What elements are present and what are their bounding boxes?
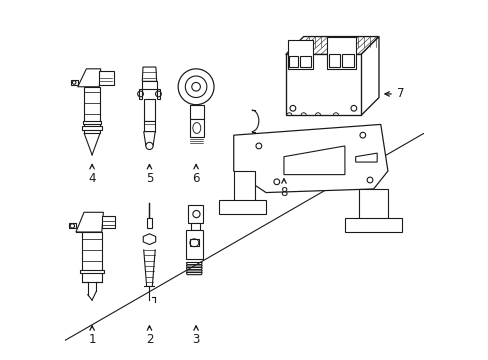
Polygon shape bbox=[360, 37, 378, 116]
Polygon shape bbox=[99, 71, 113, 85]
Polygon shape bbox=[186, 262, 202, 265]
Polygon shape bbox=[143, 234, 155, 244]
Polygon shape bbox=[84, 87, 100, 134]
Text: 3: 3 bbox=[192, 326, 200, 346]
Polygon shape bbox=[186, 267, 202, 270]
Polygon shape bbox=[78, 69, 101, 87]
Polygon shape bbox=[190, 223, 199, 230]
Polygon shape bbox=[287, 40, 312, 69]
Polygon shape bbox=[70, 80, 78, 85]
Polygon shape bbox=[186, 265, 202, 267]
Text: 6: 6 bbox=[192, 165, 200, 185]
Polygon shape bbox=[142, 67, 156, 81]
Polygon shape bbox=[82, 232, 102, 282]
Polygon shape bbox=[190, 239, 198, 246]
Polygon shape bbox=[186, 270, 202, 272]
Polygon shape bbox=[328, 54, 339, 67]
Polygon shape bbox=[142, 81, 156, 89]
Polygon shape bbox=[69, 223, 76, 228]
Circle shape bbox=[191, 82, 200, 91]
Polygon shape bbox=[219, 200, 265, 214]
Polygon shape bbox=[146, 218, 152, 228]
Polygon shape bbox=[139, 89, 142, 99]
Circle shape bbox=[145, 142, 153, 149]
Polygon shape bbox=[83, 121, 101, 125]
Polygon shape bbox=[285, 54, 360, 116]
Text: 7: 7 bbox=[384, 87, 404, 100]
Polygon shape bbox=[156, 89, 160, 99]
Polygon shape bbox=[186, 273, 202, 275]
Polygon shape bbox=[189, 119, 203, 137]
Polygon shape bbox=[285, 37, 378, 54]
Polygon shape bbox=[326, 37, 355, 69]
Polygon shape bbox=[233, 171, 255, 207]
Polygon shape bbox=[300, 56, 310, 67]
Polygon shape bbox=[82, 126, 102, 130]
Text: 2: 2 bbox=[145, 326, 153, 346]
Polygon shape bbox=[355, 153, 376, 162]
Polygon shape bbox=[284, 146, 344, 175]
Circle shape bbox=[185, 76, 206, 98]
Polygon shape bbox=[102, 216, 115, 228]
Polygon shape bbox=[341, 54, 353, 67]
Polygon shape bbox=[233, 125, 387, 193]
Polygon shape bbox=[80, 270, 104, 273]
Polygon shape bbox=[289, 56, 298, 67]
Polygon shape bbox=[143, 121, 155, 132]
Circle shape bbox=[178, 69, 214, 105]
Polygon shape bbox=[143, 132, 155, 146]
Text: 8: 8 bbox=[280, 179, 287, 199]
Polygon shape bbox=[189, 105, 203, 119]
Polygon shape bbox=[187, 205, 203, 223]
Text: 4: 4 bbox=[88, 165, 96, 185]
Polygon shape bbox=[76, 212, 103, 232]
Polygon shape bbox=[186, 230, 203, 259]
Text: 1: 1 bbox=[88, 326, 96, 346]
Polygon shape bbox=[359, 189, 387, 225]
Polygon shape bbox=[344, 218, 402, 232]
Text: 5: 5 bbox=[145, 165, 153, 185]
Polygon shape bbox=[143, 99, 155, 121]
